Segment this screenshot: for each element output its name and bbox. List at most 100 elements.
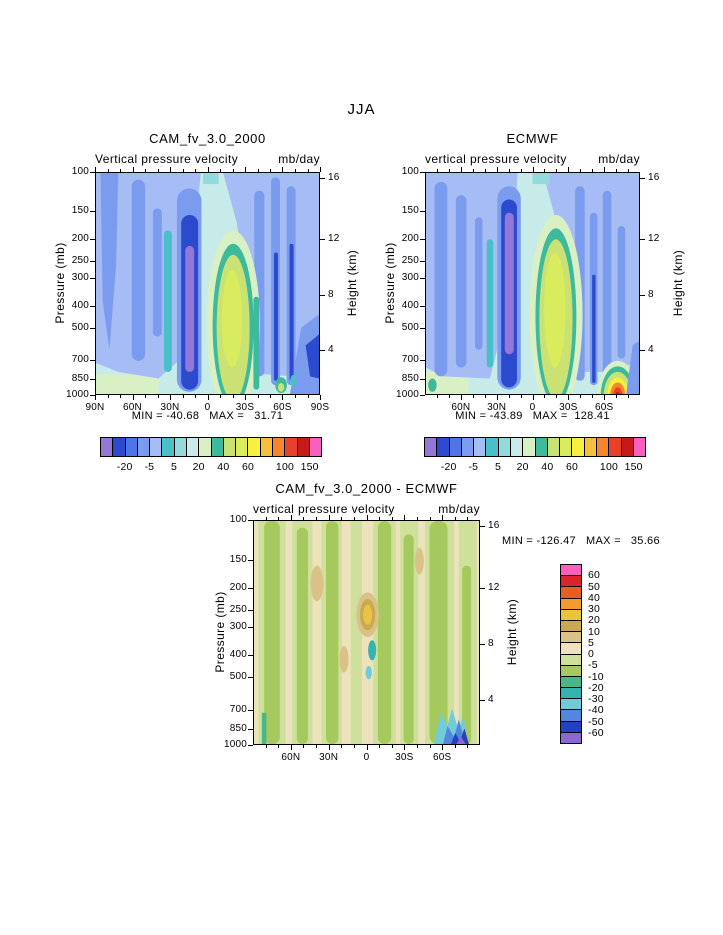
- cb-diff-swatch: [561, 720, 581, 732]
- ecmwf-height-tick-mark: [640, 238, 645, 240]
- ecmwf-panel-title: ECMWF: [506, 131, 559, 146]
- cam-height-tick-label: 8: [328, 288, 334, 300]
- cb-cam-swatch: [149, 438, 162, 456]
- ecmwf-lat-tick-mark-top: [460, 167, 462, 172]
- diff-panel-title: CAM_fv_3.0_2000 - ECMWF: [275, 481, 458, 496]
- cam-pressure-tick-mark: [90, 360, 95, 362]
- cb-diff-swatch: [561, 675, 581, 688]
- cb-ecmwf-swatch: [448, 438, 461, 456]
- cam-pressure-tick-mark: [90, 172, 95, 173]
- cb-ecmwf-swatch: [497, 438, 510, 456]
- cb-ecmwf-label: 40: [541, 461, 554, 473]
- diff-pressure-tick-mark: [248, 587, 253, 589]
- cb-cam-label: 5: [170, 461, 177, 473]
- cam-lat-tick-mark-top: [282, 167, 284, 172]
- cam-colorbar: [100, 437, 322, 457]
- diff-lat-minor-tick-top: [341, 517, 343, 520]
- diff-lat-minor-tick-top: [416, 517, 418, 520]
- cam-pressure-tick-mark: [90, 278, 95, 280]
- ecmwf-lat-minor-tick-top: [592, 169, 594, 172]
- ecmwf-pressure-tick-mark: [420, 211, 425, 213]
- diff-pressure-tick-label: 250: [229, 603, 247, 615]
- ecmwf-lat-minor-tick: [484, 395, 486, 398]
- cam-lat-minor-tick: [257, 395, 259, 398]
- cb-diff-label: -30: [588, 693, 604, 705]
- cb-cam-swatch: [235, 438, 248, 456]
- ecmwf-lat-minor-tick: [436, 395, 438, 398]
- cb-diff-swatch: [561, 664, 581, 676]
- cb-ecmwf-swatch: [595, 438, 609, 456]
- cam-lat-minor-tick-top: [220, 169, 221, 172]
- diff-lat-tick-label: 60N: [281, 752, 301, 763]
- cam-lat-tick-mark: [95, 395, 96, 400]
- cb-cam-swatch: [198, 438, 211, 456]
- cam-lat-tick-mark-top: [169, 167, 171, 172]
- ecmwf-lat-minor-tick: [544, 395, 546, 398]
- diff-height-tick-mark: [480, 700, 485, 701]
- cb-diff-label: 50: [588, 580, 601, 593]
- ecmwf-pressure-tick-label: 700: [401, 354, 419, 366]
- cb-ecmwf-swatch: [559, 438, 572, 456]
- ecmwf-height-tick-label: 12: [648, 232, 660, 244]
- cb-cam-label: 20: [192, 461, 205, 473]
- cb-ecmwf-swatch: [425, 438, 437, 456]
- cb-diff-label: -10: [588, 670, 604, 683]
- ecmwf-lat-minor-tick: [616, 395, 618, 398]
- cam-pressure-tick-mark: [90, 239, 95, 241]
- ecmwf-height-tick-label: 8: [648, 288, 654, 300]
- diff-lat-tick-mark: [442, 745, 444, 750]
- diff-pressure-tick-label: 850: [229, 723, 247, 735]
- cam-lat-tick-label: 30S: [235, 402, 255, 413]
- cam-pressure-tick-label: 200: [71, 233, 89, 245]
- ecmwf-pressure-tick-label: 400: [401, 300, 419, 312]
- diff-lat-minor-tick: [316, 745, 318, 748]
- ecmwf-pressure-tick-label: 1000: [395, 389, 419, 400]
- cam-lat-tick-mark-top: [245, 167, 246, 172]
- cb-cam-swatch: [101, 438, 113, 456]
- cam-lat-minor-tick: [220, 395, 221, 398]
- diff-lat-minor-tick-top: [467, 517, 469, 520]
- diff-lat-tick-mark-top: [290, 515, 292, 520]
- ecmwf-height-tick-mark: [640, 177, 645, 179]
- diff-pressure-tick-label: 400: [229, 649, 247, 661]
- diff-lat-tick-label: 30N: [319, 752, 339, 763]
- ecmwf-lat-minor-tick-top: [484, 169, 486, 172]
- cb-ecmwf-swatch: [534, 438, 547, 456]
- diff-lat-minor-tick-top: [454, 517, 456, 520]
- cb-cam-swatch: [247, 438, 260, 456]
- cam-pressure-tick-mark: [90, 327, 95, 329]
- cb-diff-label: 5: [588, 636, 595, 649]
- cam-lat-minor-tick-top: [270, 169, 271, 172]
- cb-diff-label: 10: [588, 625, 601, 638]
- cb-cam-swatch: [271, 438, 285, 456]
- cam-pressure-tick-label: 150: [71, 205, 89, 217]
- cam-lat-tick-mark: [245, 395, 246, 400]
- diff-lat-tick-mark-top: [404, 515, 406, 520]
- cam-pressure-tick-mark: [90, 395, 95, 396]
- ecmwf-lat-minor-tick-top: [448, 169, 450, 172]
- ecmwf-height-tick-label: 16: [648, 171, 660, 183]
- cam-height-tick-mark: [320, 177, 325, 179]
- ecmwf-pressure-tick-mark: [420, 172, 425, 173]
- cb-cam-swatch: [259, 438, 272, 456]
- ecmwf-lat-tick-mark: [568, 395, 570, 400]
- diff-lat-tick-mark-top: [366, 515, 368, 520]
- ecmwf-lat-tick-mark-top: [604, 167, 606, 172]
- cb-ecmwf-swatch: [485, 438, 498, 456]
- ecmwf-pressure-tick-mark: [420, 379, 425, 381]
- cam-lat-minor-tick-top: [157, 169, 159, 172]
- diff-height-axis-title: Height (km): [505, 598, 519, 666]
- diff-lat-minor-tick: [416, 745, 418, 748]
- cb-cam-swatch: [222, 438, 236, 456]
- cb-ecmwf-label: 100: [599, 461, 619, 473]
- cam-lat-minor-tick-top: [307, 169, 309, 172]
- ecmwf-lat-minor-tick-top: [508, 169, 510, 172]
- ecmwf-lat-tick-mark: [496, 395, 498, 400]
- cam-height-tick-label: 16: [328, 171, 340, 183]
- ecmwf-lat-tick-label: 60S: [594, 402, 614, 413]
- ecmwf-contour-field: [426, 173, 639, 394]
- cb-ecmwf-label: 60: [565, 461, 579, 473]
- cam-pressure-tick-label: 1000: [65, 389, 89, 400]
- diff-height-tick-mark: [480, 525, 485, 527]
